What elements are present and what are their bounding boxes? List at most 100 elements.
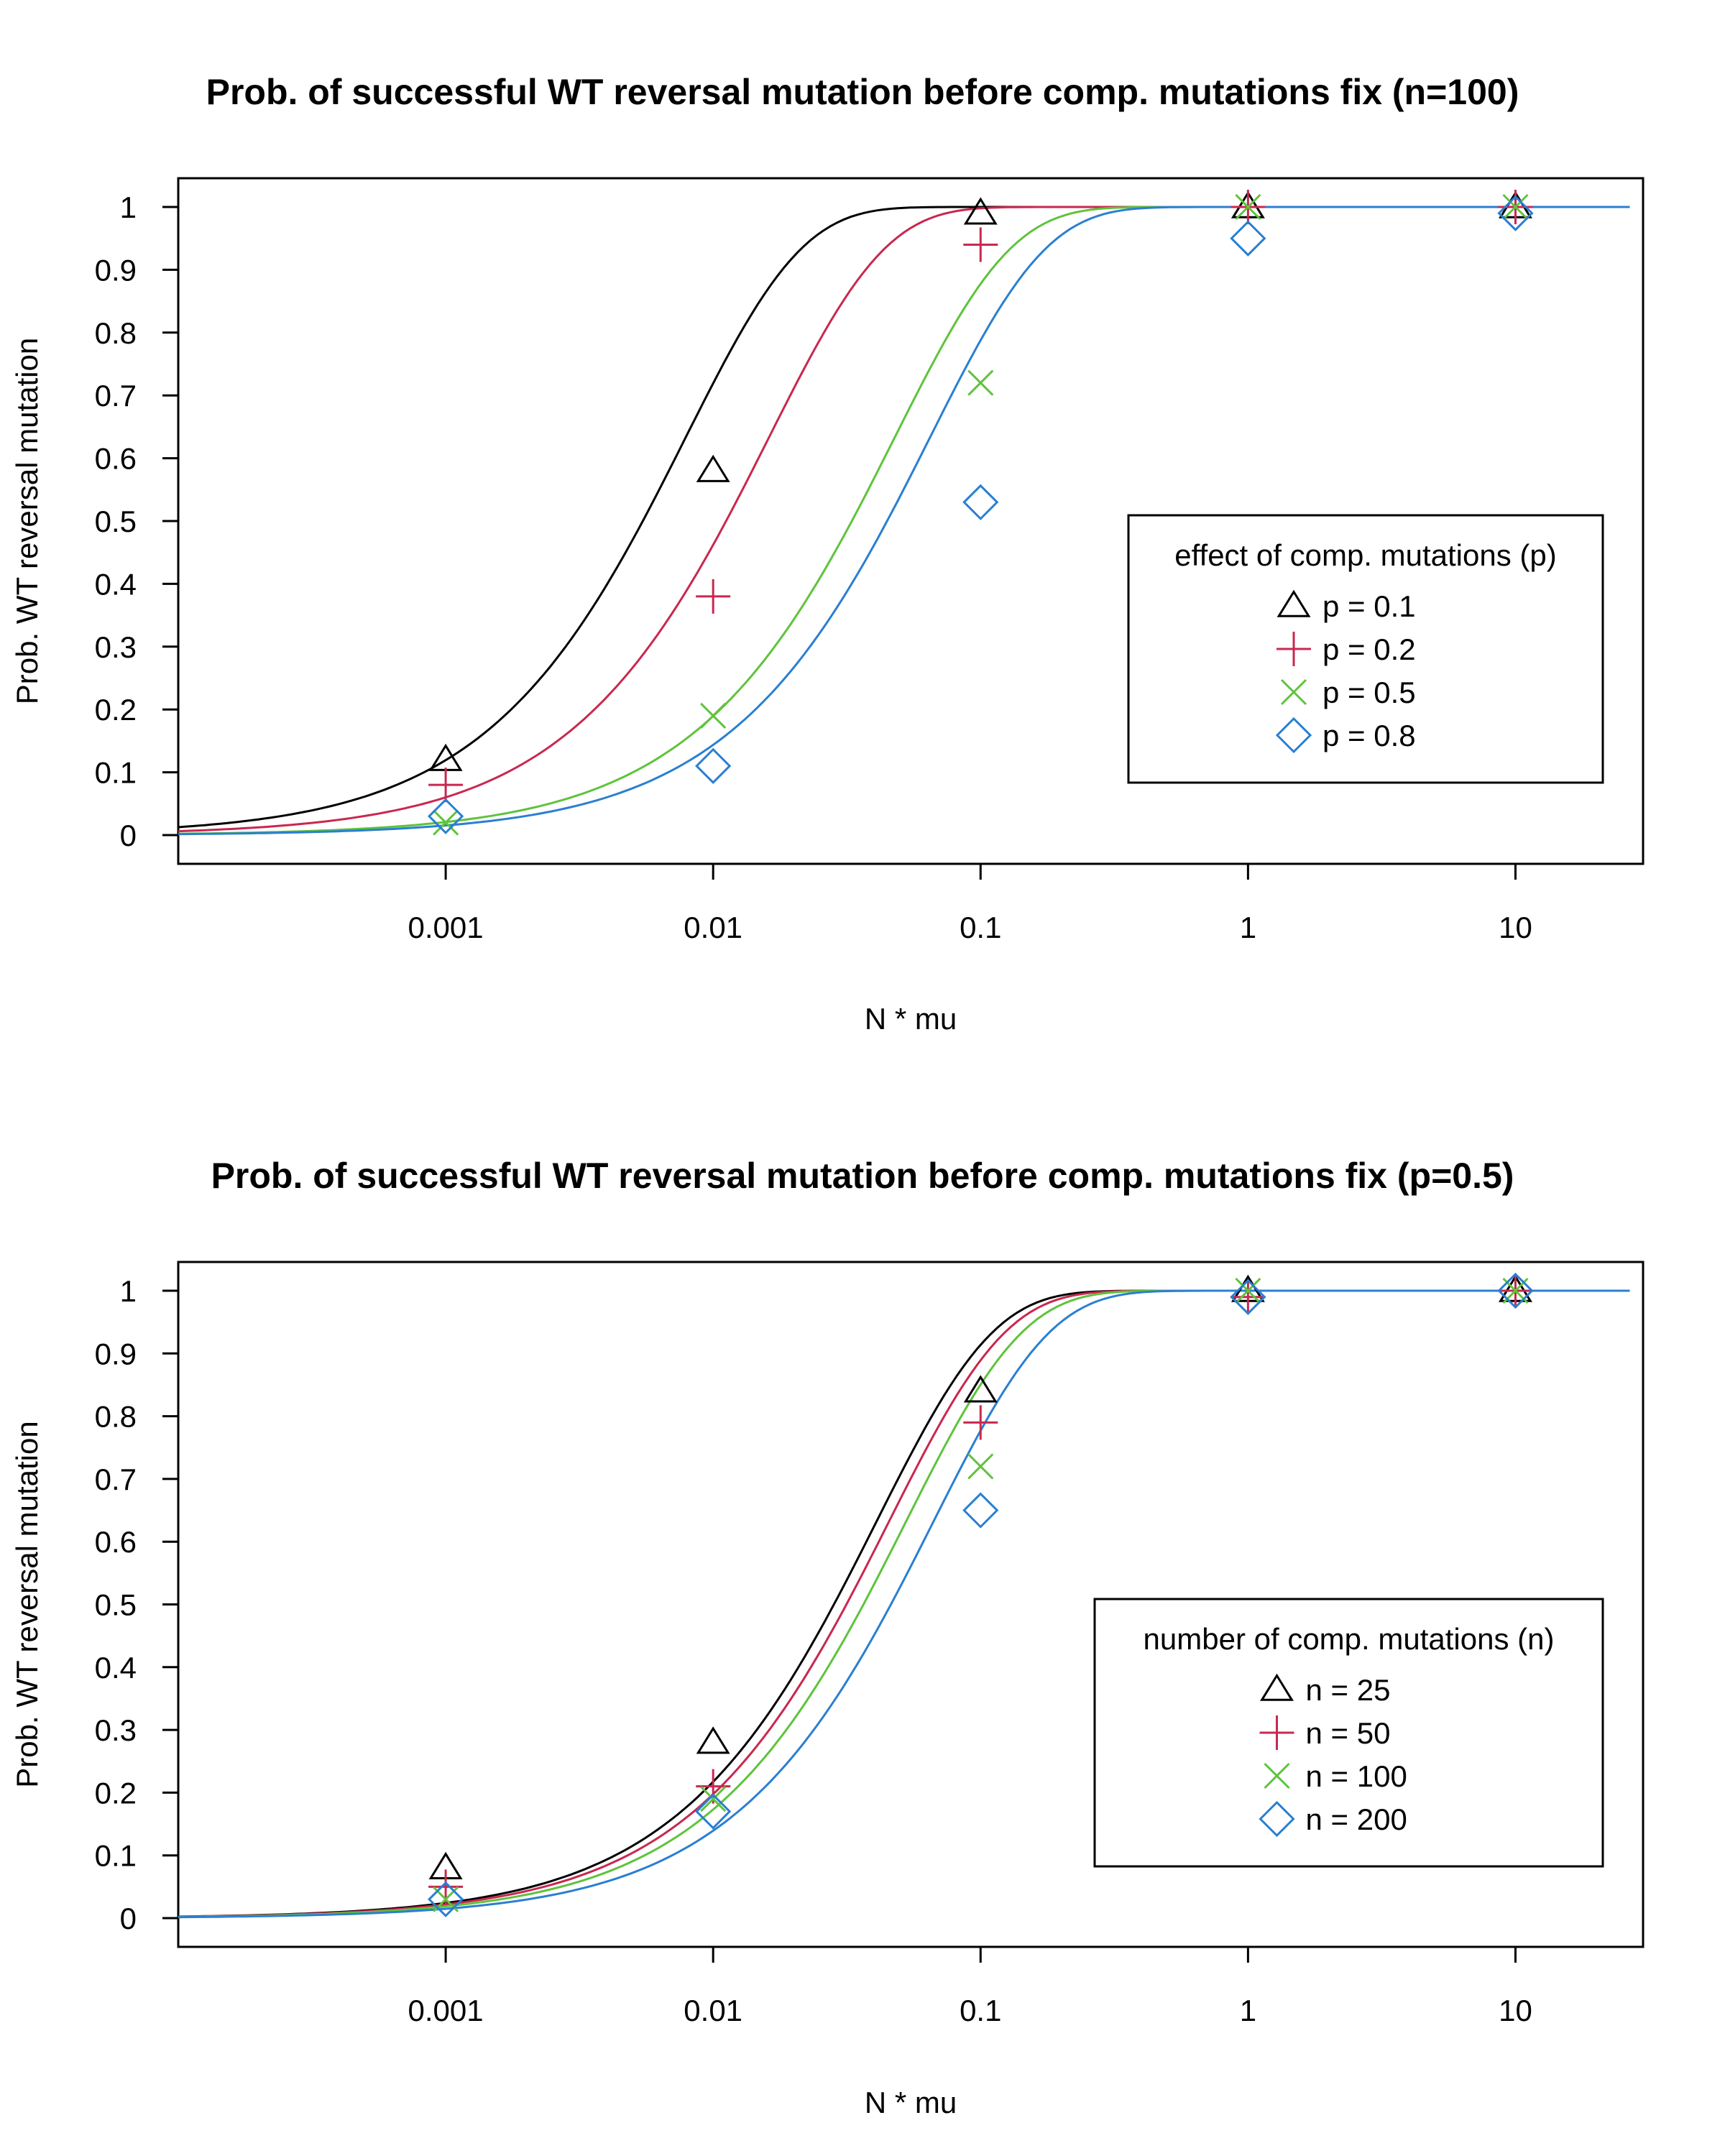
y-tick-label: 0.6 xyxy=(95,442,137,476)
data-point xyxy=(963,227,998,262)
data-point xyxy=(1235,1277,1261,1304)
x-tick-label: 1 xyxy=(1240,1994,1256,2027)
y-tick-label: 0.2 xyxy=(95,1776,137,1810)
series-line-p-0-8 xyxy=(178,206,1630,836)
legend-marker xyxy=(1280,678,1307,706)
legend-title: number of comp. mutations (n) xyxy=(1144,1622,1555,1656)
data-point xyxy=(1230,1279,1266,1315)
legend-entry: n = 200 xyxy=(1259,1800,1407,1838)
panel-bottom: Prob. of successful WT reversal mutation… xyxy=(10,1156,1644,2119)
data-point xyxy=(428,768,464,803)
data-point xyxy=(700,1786,727,1812)
data-point xyxy=(1497,1272,1534,1309)
legend-box xyxy=(1093,1598,1604,1868)
x-tick-label: 0.01 xyxy=(684,1994,742,2027)
panel-top: Prob. of successful WT reversal mutation… xyxy=(10,72,1644,1036)
y-axis-label: Prob. WT reversal mutation xyxy=(10,1421,44,1787)
legend: effect of comp. mutations (p) p = 0.1 p = … xyxy=(1127,514,1604,784)
legend-box xyxy=(1127,514,1604,784)
data-point xyxy=(1497,195,1534,231)
y-tick-label: 0 xyxy=(120,819,137,852)
y-tick-label: 1 xyxy=(120,190,137,224)
legend-label: n = 100 xyxy=(1306,1759,1407,1793)
legend-entry: p = 0.1 xyxy=(1276,589,1416,623)
y-tick-label: 0.9 xyxy=(95,253,137,287)
y-tick-label: 0.1 xyxy=(95,756,137,790)
x-tick-label: 0.1 xyxy=(960,1994,1001,2027)
data-point xyxy=(695,747,732,784)
x-axis: 0.001 0.01 0.1 1 10 xyxy=(408,1947,1532,2027)
chart-title: Prob. of successful WT reversal mutation… xyxy=(206,72,1519,112)
data-point xyxy=(963,1375,998,1403)
fitted-curves xyxy=(178,1289,1630,1919)
legend-label: p = 0.5 xyxy=(1322,676,1416,709)
legend-entry: n = 100 xyxy=(1264,1759,1407,1793)
data-point xyxy=(433,809,459,836)
legend-entry: p = 0.2 xyxy=(1276,632,1416,666)
y-tick-label: 0.7 xyxy=(95,1462,137,1496)
x-tick-label: 0.001 xyxy=(408,1994,484,2027)
y-tick-label: 0 xyxy=(120,1902,137,1935)
legend-marker xyxy=(1264,1762,1290,1789)
legend-label: p = 0.1 xyxy=(1322,589,1416,623)
y-axis: 0 0.1 0.2 0.3 0.4 0.5 0.6 0.7 0.8 0.9 1 xyxy=(95,190,178,852)
legend-entry: p = 0.8 xyxy=(1275,717,1416,754)
y-tick-label: 0.7 xyxy=(95,379,137,413)
legend-label: n = 25 xyxy=(1306,1673,1391,1707)
legend: number of comp. mutations (n) n = 25 n = 5… xyxy=(1093,1598,1604,1868)
data-point xyxy=(695,1793,732,1830)
y-tick-label: 0.8 xyxy=(95,1400,137,1434)
data-point xyxy=(427,798,464,834)
y-axis: 0 0.1 0.2 0.3 0.4 0.5 0.6 0.7 0.8 0.9 1 xyxy=(95,1274,178,1935)
legend-entry: p = 0.5 xyxy=(1280,676,1416,709)
x-tick-label: 1 xyxy=(1240,911,1256,944)
x-tick-label: 0.001 xyxy=(408,911,484,944)
legend-marker xyxy=(1259,1715,1294,1750)
x-tick-label: 0.01 xyxy=(684,911,742,944)
legend-marker xyxy=(1260,1673,1294,1701)
data-point xyxy=(1502,193,1529,221)
legend-marker xyxy=(1276,589,1311,617)
data-point xyxy=(696,1726,730,1754)
legend-marker xyxy=(1275,717,1312,754)
y-axis-label: Prob. WT reversal mutation xyxy=(10,338,44,704)
data-point xyxy=(1230,1279,1266,1314)
legend-label: p = 0.8 xyxy=(1322,719,1416,752)
y-tick-label: 0.3 xyxy=(95,630,137,664)
data-point xyxy=(1235,193,1261,221)
data-point xyxy=(967,369,994,396)
series-line-n-200 xyxy=(178,1289,1630,1919)
legend-title: effect of comp. mutations (p) xyxy=(1174,538,1556,572)
legend-label: n = 200 xyxy=(1306,1802,1407,1836)
x-axis-label: N * mu xyxy=(865,2086,957,2119)
y-tick-label: 0.8 xyxy=(95,316,137,350)
chart-title: Prob. of successful WT reversal mutation… xyxy=(211,1156,1514,1196)
y-tick-label: 0.6 xyxy=(95,1525,137,1559)
data-point xyxy=(696,579,731,614)
data-point xyxy=(696,454,730,482)
x-axis-label: N * mu xyxy=(865,1002,957,1036)
x-axis: 0.001 0.01 0.1 1 10 xyxy=(408,864,1532,944)
y-tick-label: 0.4 xyxy=(95,1651,137,1685)
data-point xyxy=(962,484,999,520)
legend-entry: n = 50 xyxy=(1259,1715,1391,1750)
data-point xyxy=(1230,220,1266,257)
legend-entry: n = 25 xyxy=(1260,1673,1391,1707)
x-tick-label: 0.1 xyxy=(960,911,1001,944)
data-points xyxy=(427,1272,1534,1917)
y-tick-label: 0.1 xyxy=(95,1839,137,1873)
y-tick-label: 0.5 xyxy=(95,505,137,538)
data-point xyxy=(962,1492,999,1529)
y-tick-label: 1 xyxy=(120,1274,137,1308)
data-point xyxy=(963,197,998,225)
data-point xyxy=(700,702,727,729)
x-tick-label: 10 xyxy=(1499,1994,1532,2027)
x-tick-label: 10 xyxy=(1499,911,1532,944)
y-tick-label: 0.3 xyxy=(95,1713,137,1747)
data-point xyxy=(967,1453,994,1480)
y-tick-label: 0.5 xyxy=(95,1588,137,1622)
data-point xyxy=(963,1405,998,1440)
legend-label: n = 50 xyxy=(1306,1716,1391,1750)
legend-label: p = 0.2 xyxy=(1322,632,1416,666)
